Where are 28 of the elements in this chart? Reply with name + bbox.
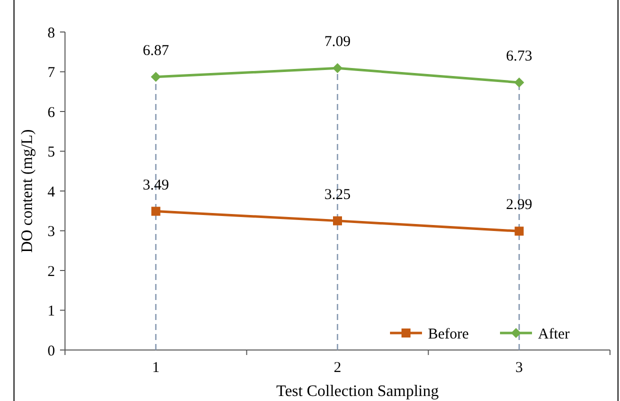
y-tick-label: 4 xyxy=(48,184,56,200)
y-axis-title: DO content (mg/L) xyxy=(19,129,36,253)
point xyxy=(514,77,524,88)
y-tick-label: 5 xyxy=(48,144,55,160)
y-tick-label: 8 xyxy=(48,25,55,42)
data-label: 2.99 xyxy=(506,197,532,214)
y-tick-label: 3 xyxy=(48,224,55,240)
x-tick-label: 3 xyxy=(515,360,523,376)
point xyxy=(151,206,160,216)
y-tick-label: 2 xyxy=(48,264,55,280)
data-label: 7.09 xyxy=(324,34,351,50)
data-label: 6.87 xyxy=(142,42,170,59)
point xyxy=(150,72,161,82)
data-label: 3.49 xyxy=(142,177,169,194)
y-tick-label: 6 xyxy=(48,104,56,121)
data-label: 6.73 xyxy=(506,48,532,64)
y-tick-label: 0 xyxy=(48,343,55,360)
y-tick-label: 7 xyxy=(48,65,56,81)
point xyxy=(514,226,524,236)
point xyxy=(332,63,342,74)
x-axis-title: Test Collection Sampling xyxy=(276,383,439,400)
point xyxy=(333,216,342,226)
legend-label: Before xyxy=(428,326,470,342)
legend-label: After xyxy=(538,326,570,342)
x-tick-label: 2 xyxy=(334,360,342,376)
x-tick-label: 1 xyxy=(152,360,160,376)
y-tick-label: 1 xyxy=(48,304,55,320)
data-label: 3.25 xyxy=(324,186,351,203)
